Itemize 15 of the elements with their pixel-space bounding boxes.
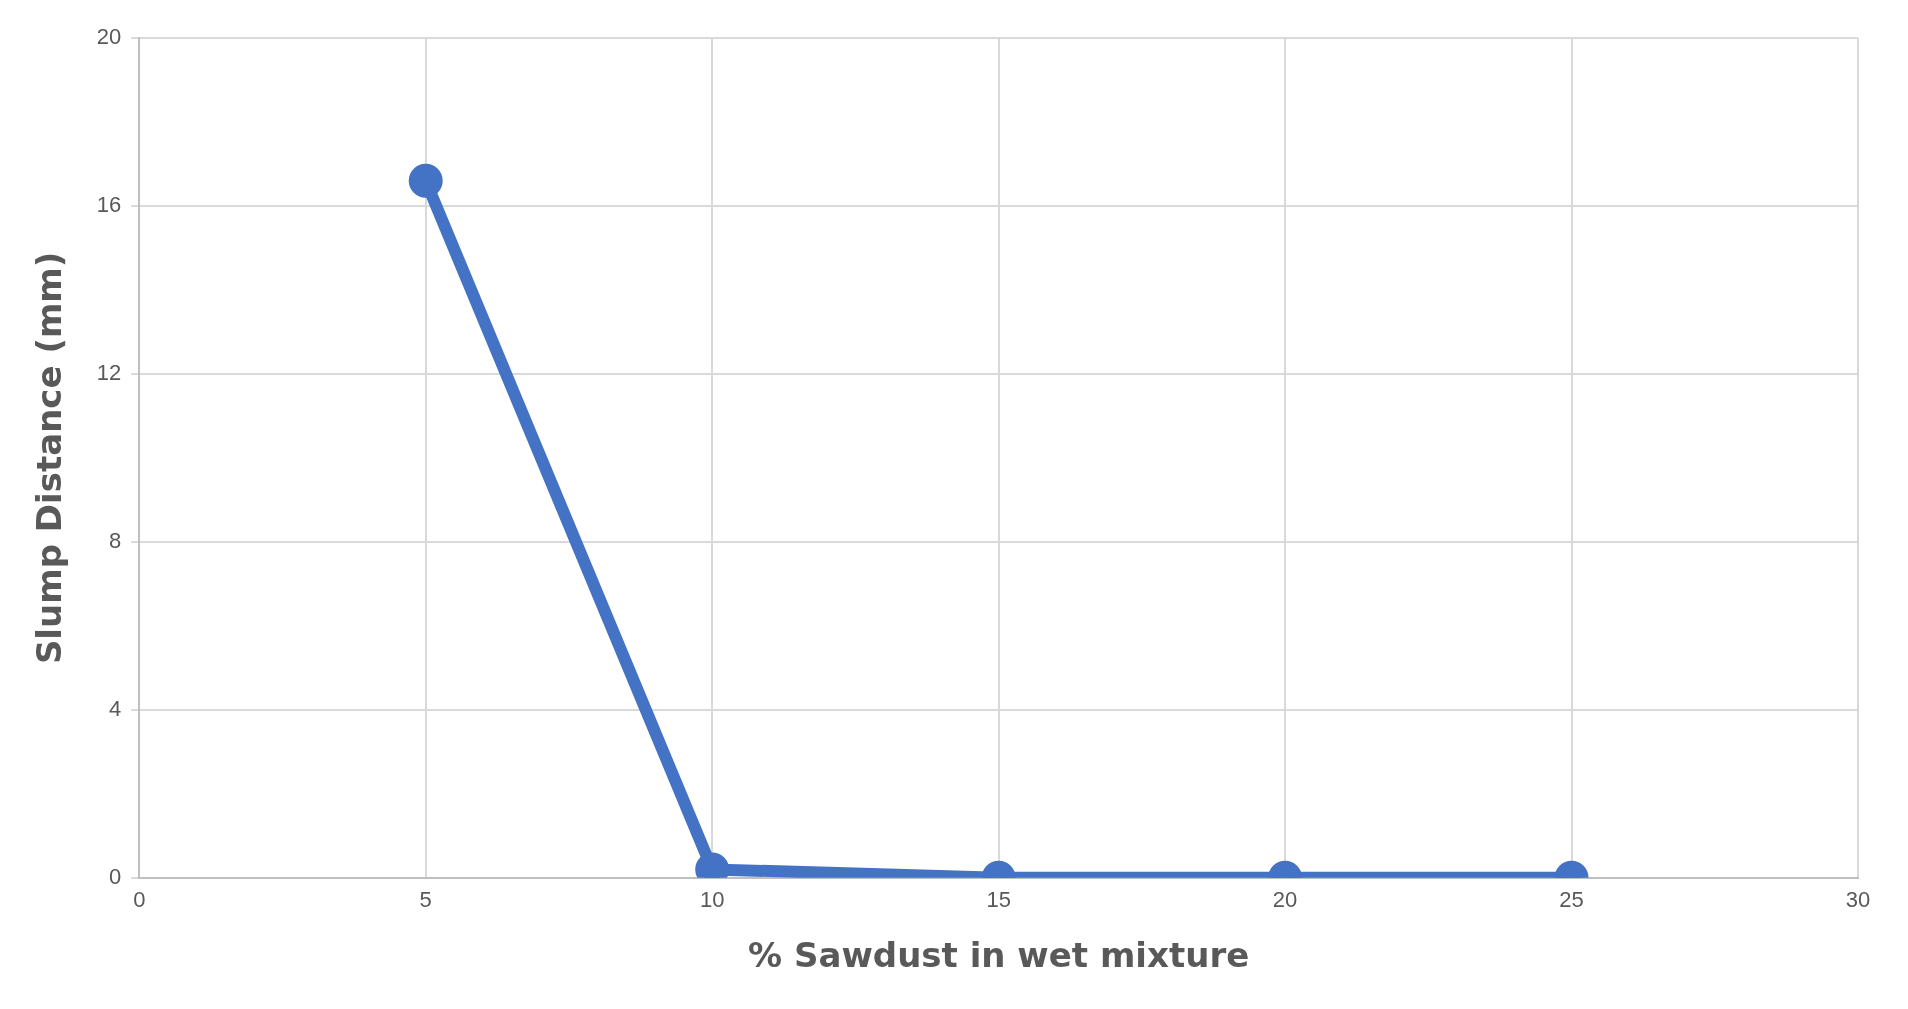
y-axis-title: Slump Distance (mm) — [29, 251, 70, 665]
x-tick-label: 15 — [986, 887, 1011, 913]
y-tick-label: 0 — [109, 863, 122, 889]
y-tick-label: 8 — [109, 527, 122, 553]
x-tick-label: 25 — [1559, 887, 1584, 913]
x-tick-label: 5 — [419, 887, 432, 913]
x-tick-label: 10 — [699, 887, 725, 913]
y-tick-label: 16 — [96, 192, 122, 218]
x-tick-label: 0 — [133, 887, 146, 913]
y-tick-label: 20 — [96, 24, 122, 50]
x-axis-title: % Sawdust in wet mixture — [748, 935, 1250, 976]
x-tick-label: 30 — [1845, 887, 1871, 913]
y-tick-label: 12 — [96, 359, 122, 385]
x-tick-label: 20 — [1272, 887, 1298, 913]
y-tick-label: 4 — [109, 695, 122, 721]
